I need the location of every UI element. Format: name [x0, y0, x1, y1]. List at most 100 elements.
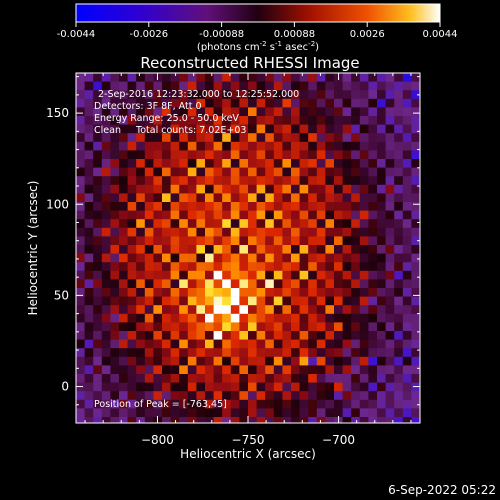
- heatmap-cell: [127, 408, 137, 418]
- heatmap-cell: [299, 124, 309, 134]
- heatmap-cell: [299, 322, 309, 332]
- heatmap-cell: [93, 391, 103, 401]
- heatmap-cell: [110, 262, 120, 272]
- heatmap-cell: [101, 348, 111, 358]
- heatmap-cell: [144, 391, 154, 401]
- heatmap-cell: [342, 219, 352, 229]
- heatmap-cell: [127, 159, 137, 168]
- heatmap-cell: [101, 167, 111, 177]
- heatmap-cell: [334, 193, 343, 203]
- heatmap-cell: [127, 253, 137, 263]
- heatmap-cell: [153, 262, 163, 272]
- heatmap-cell: [248, 245, 257, 254]
- heatmap-cell: [256, 141, 266, 151]
- heatmap-cell: [359, 408, 369, 418]
- heatmap-cell: [170, 159, 180, 168]
- heatmap-cell: [377, 339, 386, 349]
- heatmap-cell: [359, 270, 369, 280]
- heatmap-cell: [411, 202, 420, 211]
- heatmap-cell: [248, 159, 257, 168]
- heatmap-cell: [368, 417, 378, 423]
- heatmap-cell: [110, 339, 120, 349]
- heatmap-cell: [144, 399, 154, 409]
- heatmap-cell: [110, 150, 120, 160]
- heatmap-cell: [282, 81, 292, 91]
- heatmap-cell: [222, 141, 232, 151]
- heatmap-cell: [325, 202, 335, 211]
- heatmap-cell: [334, 245, 343, 254]
- heatmap-cell: [377, 356, 386, 366]
- heatmap-cell: [291, 408, 300, 418]
- heatmap-cell: [239, 313, 249, 323]
- heatmap-cell: [187, 391, 197, 401]
- heatmap-cell: [93, 124, 103, 134]
- heatmap-cell: [342, 296, 352, 306]
- heatmap-cell: [230, 219, 240, 229]
- heatmap-cell: [342, 159, 352, 168]
- heatmap-cell: [93, 417, 103, 423]
- heatmap-cell: [144, 98, 154, 108]
- heatmap-cell: [170, 262, 180, 272]
- heatmap-cell: [153, 270, 163, 280]
- heatmap-cell: [411, 339, 420, 349]
- heatmap-cell: [411, 374, 420, 383]
- heatmap-cell: [299, 288, 309, 297]
- heatmap-cell: [110, 107, 120, 117]
- heatmap-cell: [411, 73, 420, 82]
- heatmap-cell: [162, 322, 171, 332]
- heatmap-cell: [273, 313, 283, 323]
- heatmap-cell: [205, 90, 214, 100]
- heatmap-cell: [325, 382, 335, 392]
- heatmap-cell: [170, 219, 180, 229]
- heatmap-cell: [179, 81, 189, 91]
- heatmap-cell: [222, 159, 232, 168]
- heatmap-cell: [84, 227, 94, 237]
- heatmap-cell: [402, 399, 412, 409]
- heatmap-cell: [76, 399, 85, 409]
- heatmap-cell: [127, 107, 137, 117]
- heatmap-cell: [101, 236, 111, 246]
- heatmap-cell: [136, 210, 146, 220]
- heatmap-cell: [93, 305, 103, 315]
- heatmap-cell: [368, 81, 378, 91]
- heatmap-cell: [230, 176, 240, 186]
- heatmap-cell: [334, 279, 343, 289]
- heatmap-cell: [144, 365, 154, 375]
- heatmap-cell: [248, 116, 257, 125]
- heatmap-cell: [239, 417, 249, 423]
- heatmap-cell: [282, 159, 292, 168]
- heatmap-cell: [342, 270, 352, 280]
- heatmap-cell: [265, 116, 275, 125]
- heatmap-cell: [110, 176, 120, 186]
- heatmap-cell: [282, 262, 292, 272]
- heatmap-cell: [213, 193, 223, 203]
- heatmap-cell: [196, 245, 206, 254]
- heatmap-cell: [170, 193, 180, 203]
- heatmap-cell: [248, 279, 257, 289]
- heatmap-cell: [402, 133, 412, 143]
- heatmap-cell: [76, 141, 85, 151]
- heatmap-cell: [76, 81, 85, 91]
- heatmap-cell: [187, 90, 197, 100]
- heatmap-cell: [170, 365, 180, 375]
- heatmap-cell: [76, 116, 85, 125]
- heatmap-cell: [291, 374, 300, 383]
- heatmap-cell: [213, 202, 223, 211]
- heatmap-cell: [153, 202, 163, 211]
- heatmap-cell: [196, 193, 206, 203]
- heatmap-cell: [153, 210, 163, 220]
- heatmap-cell: [411, 133, 420, 143]
- heatmap-cell: [93, 210, 103, 220]
- heatmap-cell: [325, 365, 335, 375]
- heatmap-cell: [273, 116, 283, 125]
- heatmap-cell: [101, 81, 111, 91]
- heatmap-cell: [110, 305, 120, 315]
- heatmap-cell: [196, 167, 206, 177]
- heatmap-cell: [153, 90, 163, 100]
- heatmap-cell: [196, 365, 206, 375]
- heatmap-cell: [291, 391, 300, 401]
- heatmap-cell: [84, 73, 94, 82]
- heatmap-cell: [273, 245, 283, 254]
- heatmap-cell: [325, 399, 335, 409]
- heatmap-cell: [170, 322, 180, 332]
